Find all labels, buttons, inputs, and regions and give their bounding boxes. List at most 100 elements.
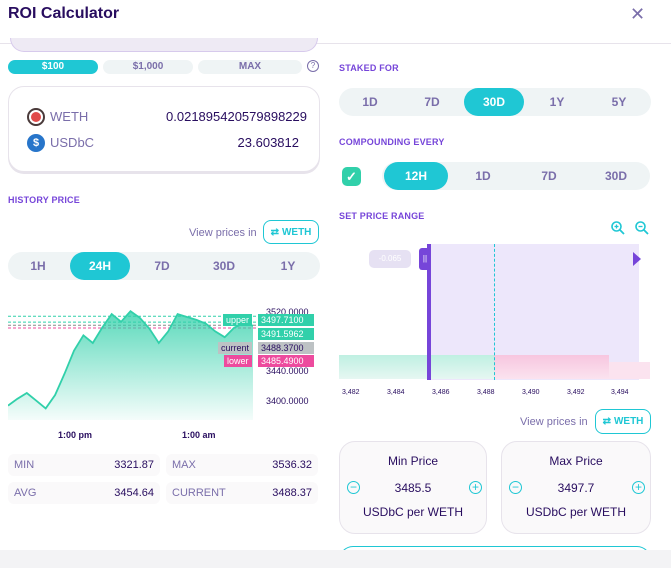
upper-marker-value: 3497.7100 [258,314,314,326]
range-percent-tag: -0.065 [369,250,411,268]
history-range-selector: 1H 24H 7D 30D 1Y [8,252,320,280]
modal-bottom-bar [0,550,671,568]
lower-marker-label: lower [224,355,252,367]
range-axis-ticks: 3,482 3,484 3,486 3,488 3,490 3,492 3,49… [339,389,650,401]
weth-token-icon [27,108,45,126]
min-price-input[interactable]: 3485.5 [394,481,432,495]
range-x-tick: 3,484 [387,389,405,396]
swap-icon: ⇄ [270,226,279,238]
usdbc-token-icon: $ [27,134,45,152]
range-7d-button[interactable]: 7D [154,259,170,273]
max-price-input[interactable]: 3497.7 [557,481,595,495]
staked-for-selector: 1D 7D 30D 1Y 5Y [339,88,651,116]
stat-current-label: CURRENT [172,487,226,499]
range-30d-button[interactable]: 30D [212,259,235,273]
min-price-card: Min Price − 3485.5 + USDbC per WETH [339,441,487,534]
max-increase-button[interactable]: + [632,481,645,494]
min-price-handle[interactable] [427,244,431,380]
range-x-tick: 3,494 [611,389,629,396]
current-marker-label: current [218,342,253,354]
second-marker-value: 3491.5962 [258,328,314,340]
min-price-unit: USDbC per WETH [362,505,463,519]
stat-max-value: 3536.32 [272,459,312,471]
stat-max-row: MAX 3536.32 [166,454,318,476]
history-currency-toggle-button[interactable]: ⇄ WETH [263,220,319,244]
price-range-chart[interactable]: || -0.065 [339,244,650,380]
range-1y-button[interactable]: 1Y [280,259,296,273]
weth-amount: 0.021895420579898229 [166,109,307,124]
compounding-selector: 12H 1D 7D 30D [382,162,650,190]
weth-symbol: WETH [50,109,89,124]
lower-marker-value: 3485.4900 [258,355,314,367]
stat-avg-value: 3454.64 [114,487,154,499]
stat-min-label: MIN [14,459,35,471]
staked-1d-button[interactable]: 1D [362,95,378,109]
max-price-card: Max Price − 3497.7 + USDbC per WETH [501,441,651,534]
liquidity-bars-pink [494,355,609,379]
staked-1y-button[interactable]: 1Y [549,95,565,109]
stat-max-label: MAX [172,459,196,471]
history-currency-label: WETH [281,226,312,238]
min-increase-button[interactable]: + [469,481,482,494]
modal-header: ROI Calculator ✕ [0,0,671,44]
modal-title: ROI Calculator [8,5,120,22]
max-price-unit: USDbC per WETH [525,505,626,519]
set-price-range-label: SET PRICE RANGE [339,211,425,221]
min-decrease-button[interactable]: − [347,481,360,494]
compound-1d-button[interactable]: 1D [475,169,491,183]
staked-5y-button[interactable]: 5Y [611,95,627,109]
x-tick-2: 1:00 am [182,430,216,440]
min-handle-grip[interactable]: || [419,248,431,270]
zoom-in-icon[interactable] [610,220,626,236]
compound-7d-button[interactable]: 7D [541,169,557,183]
history-view-prices-label: View prices in [189,227,257,239]
history-price-chart [8,309,258,420]
stat-current-value: 3488.37 [272,487,312,499]
swap-icon: ⇄ [602,416,611,427]
staked-7d-button[interactable]: 7D [424,95,440,109]
range-x-tick: 3,488 [477,389,495,396]
amount-100-button[interactable]: $100 [8,60,98,74]
amount-1000-button[interactable]: $1,000 [103,60,193,74]
stat-min-value: 3321.87 [114,459,154,471]
range-view-prices-label: View prices in [520,416,588,428]
current-marker-value: 3488.3700 [258,342,314,354]
close-icon[interactable]: ✕ [630,4,646,24]
range-x-tick: 3,492 [567,389,585,396]
history-price-label: HISTORY PRICE [8,195,80,205]
staked-for-label: STAKED FOR [339,63,399,73]
range-x-tick: 3,482 [342,389,360,396]
amount-max-button[interactable]: MAX [198,60,302,74]
range-x-tick: 3,490 [522,389,540,396]
stat-avg-row: AVG 3454.64 [8,482,160,504]
history-price-line [8,309,254,410]
max-price-title: Max Price [549,454,603,468]
history-area-fill [8,311,253,420]
x-tick-1: 1:00 pm [58,430,93,440]
current-price-line [494,244,495,380]
y-tick-2: 3440.0000 [266,366,309,376]
help-icon[interactable]: ? [307,60,319,72]
max-decrease-button[interactable]: − [509,481,522,494]
range-24h-button[interactable]: 24H [70,252,130,280]
y-tick-1: 3520.0000 [266,307,309,317]
compound-30d-button[interactable]: 30D [604,169,627,183]
stat-avg-label: AVG [14,487,37,499]
range-currency-label: WETH [613,416,644,427]
compound-12h-button[interactable]: 12H [384,162,448,190]
range-currency-toggle-button[interactable]: ⇄ WETH [595,409,651,434]
stat-current-row: CURRENT 3488.37 [166,482,318,504]
usd-amount-input[interactable] [10,38,318,52]
min-price-title: Min Price [387,454,438,468]
range-x-tick: 3,486 [432,389,450,396]
zoom-out-icon[interactable] [634,220,650,236]
range-1h-button[interactable]: 1H [30,259,46,273]
compounding-checkbox[interactable]: ✓ [342,167,361,186]
usdbc-amount: 23.603812 [237,135,299,150]
token-balance-card: WETH 0.021895420579898229 $ USDbC 23.603… [8,86,320,172]
max-price-handle[interactable] [633,252,641,266]
y-tick-3: 3400.0000 [266,396,309,406]
usdbc-symbol: USDbC [50,135,95,150]
staked-30d-button[interactable]: 30D [464,88,524,116]
liquidity-bars-pink-2 [609,362,650,379]
